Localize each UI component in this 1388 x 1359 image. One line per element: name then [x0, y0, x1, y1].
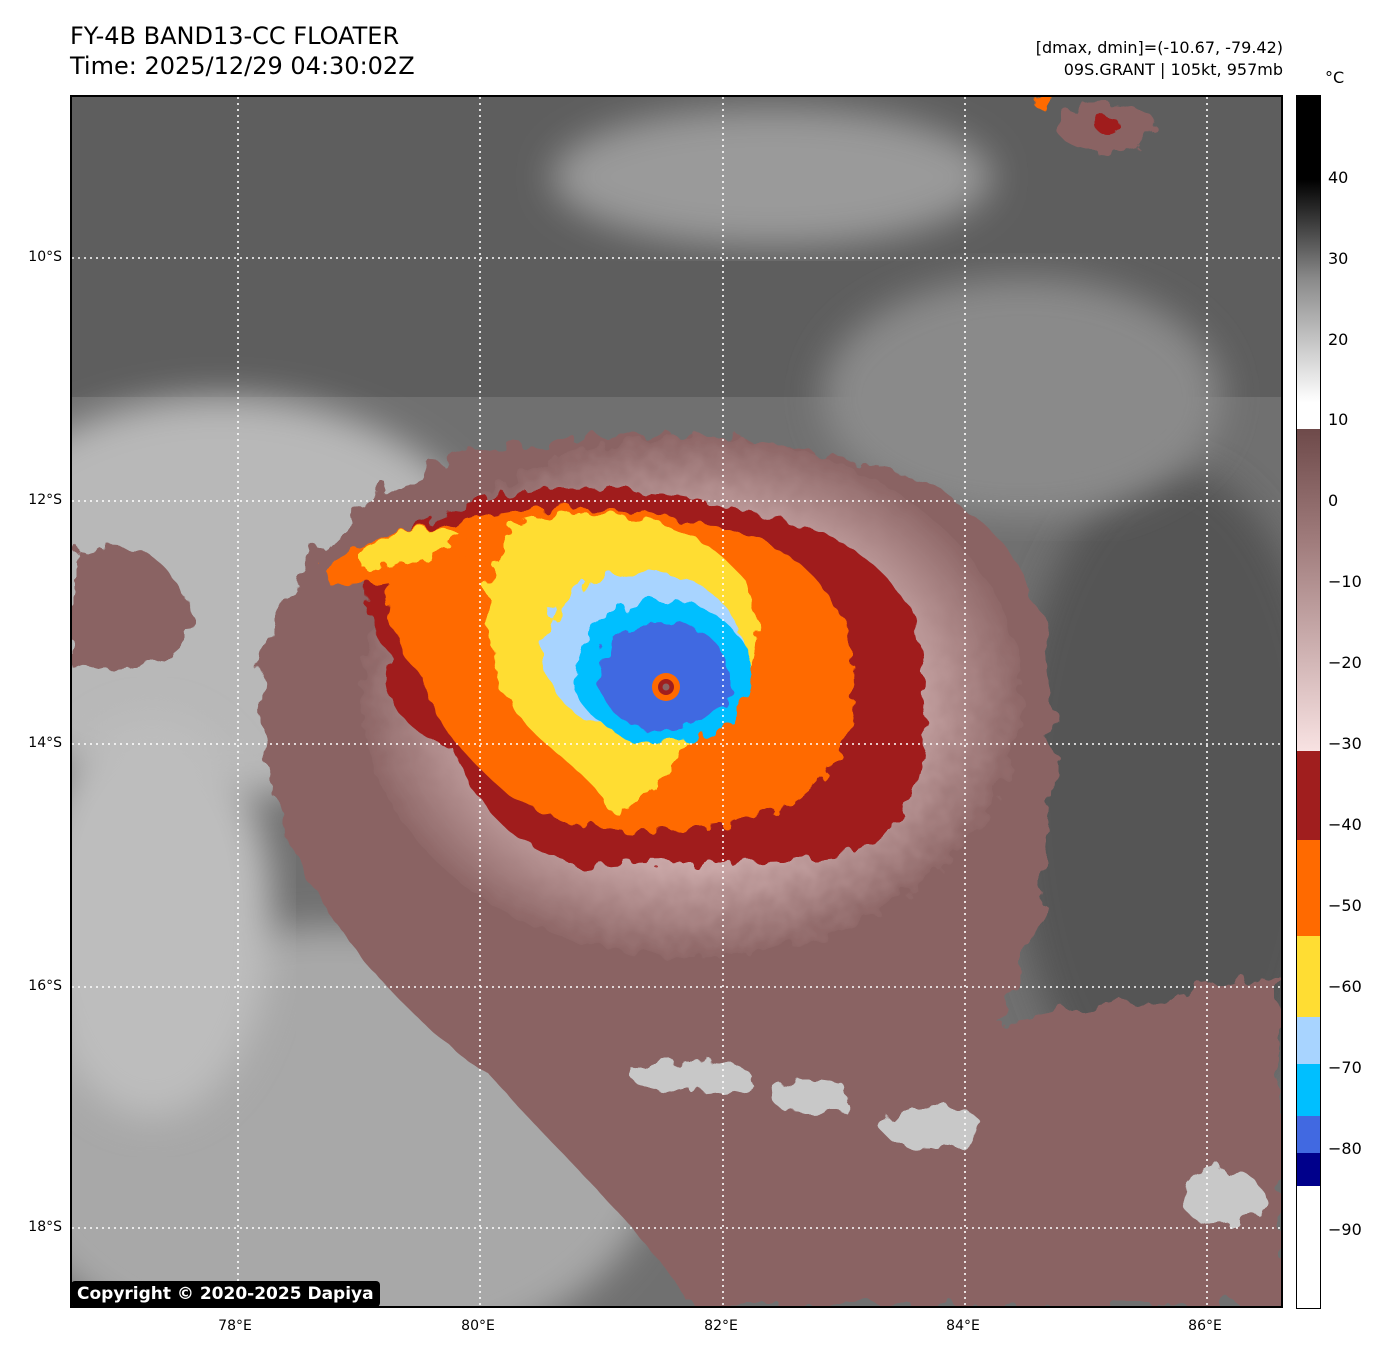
colorbar-label-minus90: −90 — [1328, 1220, 1362, 1239]
colorbar-label-minus60: −60 — [1328, 977, 1362, 996]
colorbar-label-minus10: −10 — [1328, 572, 1362, 591]
copyright-badge: Copyright © 2020-2025 Dapiya — [71, 1281, 380, 1307]
satellite-map[interactable] — [70, 95, 1283, 1308]
colorbar-label-minus20: −20 — [1328, 653, 1362, 672]
colorbar-graphic — [1297, 96, 1320, 1308]
temperature-colorbar — [1296, 95, 1321, 1309]
temperature-range-text: [dmax, dmin]=(-10.67, -79.42) — [1035, 38, 1283, 57]
colorbar-label-minus30: −30 — [1328, 734, 1362, 753]
lat-label-16s: 16°S — [28, 978, 62, 994]
lon-label-82e: 82°E — [704, 1318, 738, 1334]
colorbar-label-20: 20 — [1328, 330, 1349, 349]
colorbar-label-minus50: −50 — [1328, 896, 1362, 915]
lat-label-12s: 12°S — [28, 492, 62, 508]
colorbar-label-30: 30 — [1328, 249, 1349, 268]
lat-label-14s: 14°S — [28, 735, 62, 751]
lon-label-78e: 78°E — [218, 1318, 252, 1334]
colorbar-label-minus70: −70 — [1328, 1058, 1362, 1077]
satellite-imagery — [72, 97, 1281, 1306]
lat-label-10s: 10°S — [28, 249, 62, 265]
colorbar-label-minus80: −80 — [1328, 1139, 1362, 1158]
colorbar-label-40: 40 — [1328, 168, 1349, 187]
storm-info-text: 09S.GRANT | 105kt, 957mb — [1063, 60, 1283, 79]
colorbar-label-0: 0 — [1328, 491, 1339, 510]
lon-label-86e: 86°E — [1188, 1318, 1222, 1334]
lat-label-18s: 18°S — [28, 1219, 62, 1235]
timestamp-title: Time: 2025/12/29 04:30:02Z — [70, 52, 415, 80]
chart-title: FY-4B BAND13-CC FLOATER — [70, 22, 400, 50]
colorbar-label-minus40: −40 — [1328, 815, 1362, 834]
colorbar-unit: °C — [1325, 68, 1345, 87]
lon-label-80e: 80°E — [461, 1318, 495, 1334]
colorbar-label-10: 10 — [1328, 410, 1349, 429]
lon-label-84e: 84°E — [946, 1318, 980, 1334]
